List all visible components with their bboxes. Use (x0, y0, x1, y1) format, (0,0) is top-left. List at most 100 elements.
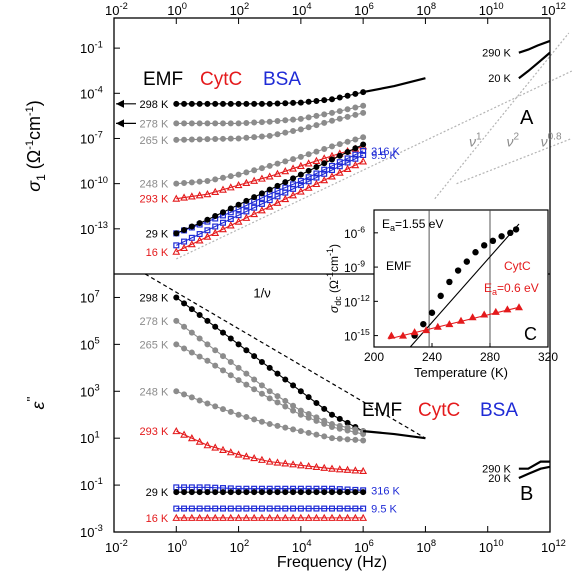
dc-arrow-head (116, 119, 124, 128)
top-axis-tick-label: 104 (292, 1, 312, 18)
y-axis-tick-label: 10-13 (80, 220, 108, 237)
data-point (274, 131, 281, 138)
data-point (243, 169, 250, 176)
series-label: 9.5 K (371, 504, 397, 516)
data-point (305, 414, 312, 421)
data-point (226, 448, 235, 456)
data-point (305, 124, 312, 131)
data-point (351, 466, 360, 474)
data-point (304, 159, 313, 167)
data-point (266, 186, 273, 193)
inset-data-point (498, 233, 505, 240)
plot-border (113, 17, 551, 533)
series-label: 16 K (146, 513, 169, 525)
data-point (344, 148, 351, 155)
data-point (320, 513, 329, 521)
series-b-265k (173, 341, 367, 438)
data-point (195, 191, 204, 199)
data-point (196, 397, 203, 404)
data-point (266, 162, 273, 169)
data-point (181, 323, 188, 330)
data-point (336, 425, 343, 432)
data-point (212, 362, 219, 369)
data-point (289, 513, 297, 521)
data-point (188, 489, 195, 496)
data-point (274, 160, 281, 167)
data-point (251, 376, 258, 383)
data-point (336, 415, 343, 422)
data-point (313, 400, 320, 406)
inset-x-tick-label: 240 (422, 350, 442, 364)
inset-series-emf (411, 226, 520, 339)
data-point (188, 349, 195, 356)
top-axis-tick-label: 1012 (541, 1, 566, 18)
data-point (258, 174, 266, 182)
data-point (220, 329, 226, 336)
data-point (321, 160, 328, 167)
series-label: 265 K (140, 135, 169, 147)
data-point (258, 505, 265, 512)
data-point (181, 391, 188, 398)
data-point (282, 403, 289, 410)
data-point (258, 119, 265, 126)
data-point (181, 300, 188, 307)
data-point (258, 165, 265, 172)
inset-data-point (512, 226, 520, 233)
data-point (360, 489, 367, 496)
data-point (234, 450, 243, 458)
top-axis-tick-label: 108 (416, 1, 436, 18)
data-point (227, 205, 234, 212)
top-axis-tick-label: 102 (230, 1, 250, 18)
data-point (282, 117, 289, 124)
data-point (344, 505, 351, 512)
series-line (362, 77, 426, 94)
data-point (273, 458, 282, 466)
data-point (251, 416, 258, 423)
series-b-290k (518, 460, 550, 470)
data-point (195, 513, 204, 521)
data-point (266, 489, 273, 496)
data-point (234, 513, 243, 521)
data-point (204, 489, 211, 496)
inset-data-point (410, 328, 419, 336)
y-axis-tick-label: 103 (80, 382, 100, 399)
legend-a-emf: EMF (143, 69, 183, 90)
data-point (181, 136, 188, 143)
data-point (187, 240, 196, 248)
data-point (290, 156, 297, 163)
slope-label: ν0.8 (541, 131, 562, 149)
series-a-265k (173, 109, 367, 143)
data-point (195, 236, 204, 244)
data-point (242, 213, 251, 221)
data-point (329, 156, 335, 163)
series-line (176, 430, 364, 472)
data-point (196, 353, 203, 360)
data-point (321, 505, 328, 512)
data-point (258, 382, 265, 389)
data-point (204, 136, 211, 143)
bottom-axis-tick-label: 1010 (479, 538, 504, 555)
data-point (297, 153, 304, 160)
data-point (360, 147, 367, 154)
data-point (211, 513, 220, 521)
data-point (211, 187, 220, 195)
inset-data-point (433, 322, 442, 330)
inset-data-point (437, 292, 444, 300)
data-point (212, 176, 219, 183)
data-point (328, 172, 336, 180)
data-point (204, 100, 211, 107)
inverse-frequency-guide (144, 273, 426, 439)
series-label: 298 K (140, 99, 169, 111)
inset-data-point (445, 320, 454, 328)
data-point (180, 193, 188, 201)
data-point (258, 358, 265, 365)
data-point (313, 97, 320, 104)
data-point (321, 119, 328, 126)
data-point (173, 341, 180, 348)
data-point (321, 489, 328, 496)
data-point (187, 434, 196, 442)
y-axis-tick-label: 105 (80, 336, 100, 353)
data-point (188, 136, 195, 143)
data-point (313, 489, 320, 496)
series-line (176, 160, 364, 253)
